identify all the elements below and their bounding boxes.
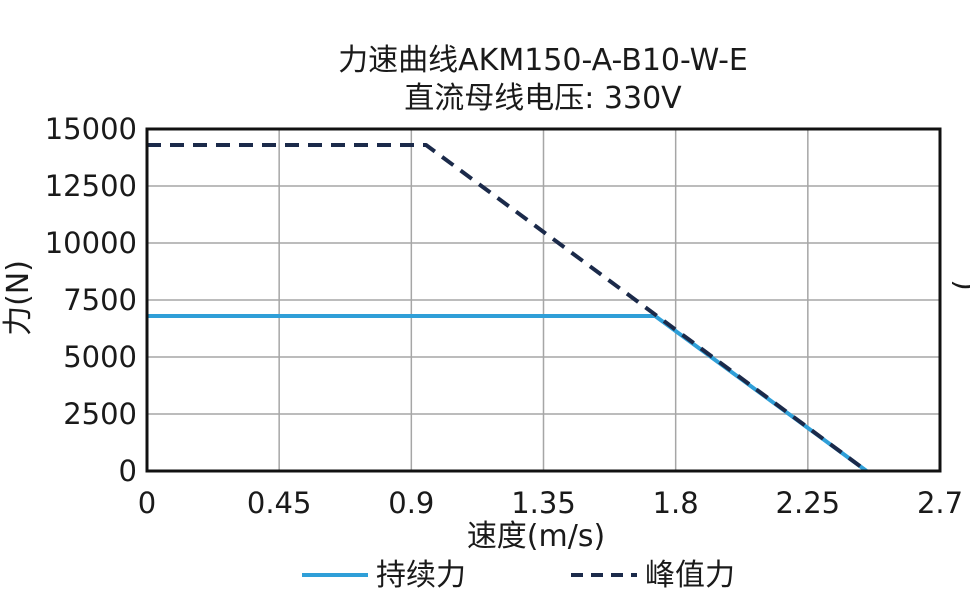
- x-tick-label: 2.25: [776, 486, 841, 520]
- y-tick-label: 2500: [63, 397, 137, 431]
- grid-lines: [146, 128, 941, 472]
- x-axis-label: 速度(m/s): [467, 519, 605, 554]
- y-tick-label: 0: [119, 454, 137, 488]
- x-tick-labels: 0 0.45 0.9 1.35 1.8 2.25 2.7: [138, 486, 963, 520]
- y-tick-labels: 0 2500 5000 7500 10000 12500 15000: [45, 112, 137, 488]
- x-tick-label: 0: [138, 486, 156, 520]
- series-lines: [147, 142, 868, 473]
- x-tick-label: 0.45: [247, 486, 312, 520]
- series-line-peak: [147, 142, 868, 473]
- y-axis-label: 力(N): [1, 260, 36, 336]
- right-axis-label: (: [948, 279, 970, 291]
- y-tick-label: 10000: [45, 226, 137, 260]
- y-tick-label: 12500: [45, 169, 137, 203]
- x-tick-label: 2.7: [917, 486, 963, 520]
- plot-frame: [145, 127, 942, 473]
- legend: 持续力 峰值力: [302, 558, 735, 593]
- y-tick-label: 7500: [63, 283, 137, 317]
- y-tick-label: 15000: [45, 112, 137, 146]
- legend-label-continuous: 持续力: [376, 558, 466, 593]
- chart-subtitle: 直流母线电压: 330V: [404, 81, 682, 116]
- chart-title: 力速曲线AKM150-A-B10-W-E: [338, 43, 748, 78]
- legend-label-peak: 峰值力: [645, 558, 735, 593]
- x-tick-label: 1.8: [653, 486, 699, 520]
- x-tick-label: 1.35: [511, 486, 576, 520]
- x-tick-label: 0.9: [388, 486, 434, 520]
- y-tick-label: 5000: [63, 340, 137, 374]
